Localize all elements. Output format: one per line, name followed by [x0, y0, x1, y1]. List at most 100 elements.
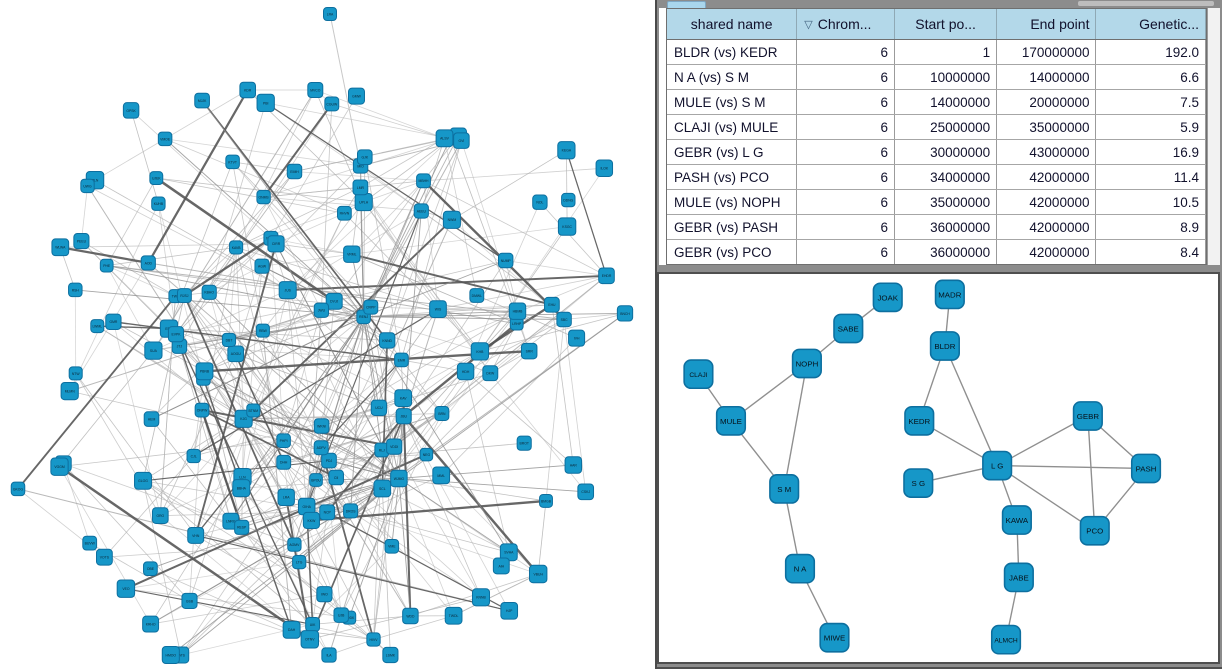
- network-node[interactable]: RESP: [234, 519, 250, 535]
- column-header-0[interactable]: shared name: [667, 9, 798, 40]
- network-node[interactable]: LTG: [292, 555, 307, 570]
- column-header-3[interactable]: End point: [996, 9, 1097, 40]
- network-node[interactable]: KBHO: [201, 284, 217, 300]
- table-row[interactable]: MULE (vs) NOPH 6 35000000 42000000 10.5: [667, 189, 1206, 215]
- network-node[interactable]: GKOG: [10, 481, 26, 497]
- network-node[interactable]: DKW: [482, 365, 499, 382]
- node-PASH[interactable]: PASH: [1130, 453, 1162, 484]
- table-row[interactable]: GEBR (vs) PCO 6 36000000 42000000 8.4: [667, 239, 1206, 264]
- network-node[interactable]: MJJK: [194, 92, 210, 109]
- node-SABE[interactable]: SABE: [833, 313, 864, 344]
- network-node[interactable]: NUMP: [497, 252, 514, 269]
- network-node[interactable]: CRPP: [363, 299, 379, 315]
- network-node[interactable]: VEO: [116, 579, 136, 598]
- network-node[interactable]: VMOE: [157, 131, 173, 147]
- network-node[interactable]: KNNB: [471, 588, 491, 607]
- network-node[interactable]: JWU: [313, 302, 330, 318]
- network-node[interactable]: DDNG: [561, 192, 576, 208]
- node-JABE[interactable]: JABE: [1003, 562, 1034, 593]
- network-node[interactable]: EHU: [544, 296, 560, 313]
- network-node[interactable]: CSKJ: [577, 483, 595, 501]
- node-MULE[interactable]: MULE: [715, 405, 747, 436]
- network-node[interactable]: OBE: [143, 561, 158, 577]
- column-header-1[interactable]: ▽ Chrom...: [796, 9, 895, 40]
- node-ALMCH[interactable]: ALMCH: [990, 624, 1022, 655]
- network-node[interactable]: IVH: [568, 329, 586, 347]
- network-node[interactable]: PHE: [99, 258, 114, 273]
- network-node[interactable]: SCL: [373, 479, 392, 498]
- network-node[interactable]: ADPV: [313, 440, 329, 456]
- network-node[interactable]: AGW: [254, 258, 270, 274]
- network-node[interactable]: UWG: [80, 178, 95, 194]
- network-node[interactable]: OPSK: [122, 102, 140, 119]
- network-node[interactable]: AEEU: [413, 203, 429, 219]
- network-node[interactable]: VME: [384, 539, 400, 554]
- network-node[interactable]: JBU: [395, 408, 412, 425]
- network-node[interactable]: LRA: [277, 488, 295, 506]
- network-node[interactable]: VRML: [343, 245, 361, 263]
- table-row[interactable]: BLDR (vs) KEDR 6 1 170000000 192.0: [667, 39, 1206, 65]
- network-node[interactable]: HIVV: [366, 632, 381, 647]
- network-node[interactable]: HEM: [143, 411, 160, 427]
- network-node[interactable]: KNND: [379, 332, 396, 349]
- column-header-2[interactable]: Start po...: [894, 9, 998, 40]
- network-node[interactable]: KTVT: [225, 154, 240, 170]
- network-node[interactable]: CGUW: [324, 96, 340, 112]
- large-network-canvas[interactable]: LRA CII PBI MJJK HJP MIO KRHO LLN KAVB UJEK MVCO KE…: [0, 0, 655, 669]
- network-node[interactable]: CJL: [186, 448, 201, 464]
- horizontal-scrollbar-thumb[interactable]: [1078, 1, 1214, 6]
- network-node[interactable]: BPOU: [309, 473, 323, 487]
- network-node[interactable]: ALSV: [435, 129, 454, 148]
- node-PCO[interactable]: PCO: [1079, 515, 1110, 546]
- node-NA[interactable]: N A: [784, 553, 816, 584]
- network-node[interactable]: BROT: [516, 435, 532, 451]
- network-node[interactable]: SUA: [144, 341, 163, 360]
- network-node[interactable]: TWDL: [444, 606, 463, 625]
- node-SG[interactable]: S G: [903, 468, 934, 498]
- network-node[interactable]: SBC: [556, 311, 572, 328]
- network-node[interactable]: WDD: [402, 607, 419, 625]
- network-node[interactable]: HDH: [456, 362, 475, 381]
- network-node[interactable]: EHDR: [598, 267, 615, 285]
- network-node[interactable]: AOMV: [287, 537, 302, 552]
- network-node[interactable]: AIH: [492, 557, 510, 575]
- table-row[interactable]: CLAJI (vs) MULE 6 25000000 35000000 5.9: [667, 114, 1206, 140]
- edge-LG-PASH[interactable]: [997, 464, 1147, 470]
- network-node[interactable]: GMW: [348, 87, 365, 105]
- network-node[interactable]: AAR: [564, 456, 583, 474]
- edge-BLDR-LG[interactable]: [944, 345, 998, 466]
- network-node[interactable]: NWM: [442, 210, 461, 229]
- network-node[interactable]: OTNV: [300, 630, 320, 649]
- network-node[interactable]: UPLH: [354, 193, 373, 212]
- node-JOAK[interactable]: JOAK: [872, 282, 903, 313]
- network-node[interactable]: PEEU: [73, 233, 90, 250]
- network-node[interactable]: EIMH: [286, 163, 303, 180]
- network-node[interactable]: GMR: [105, 313, 122, 330]
- network-node[interactable]: DMWL: [469, 288, 485, 303]
- network-node[interactable]: AOGU: [227, 345, 245, 363]
- network-node[interactable]: BBHA: [232, 479, 251, 498]
- network-node[interactable]: LMR: [352, 179, 369, 196]
- network-node[interactable]: ONPW: [194, 402, 210, 418]
- network-node[interactable]: GJK: [357, 149, 373, 165]
- network-node[interactable]: NOL: [532, 194, 548, 210]
- network-node[interactable]: KUHB: [151, 196, 166, 211]
- network-node[interactable]: RJSJ: [176, 288, 192, 304]
- table-row[interactable]: MULE (vs) S M 6 14000000 20000000 7.5: [667, 89, 1206, 115]
- network-node[interactable]: UIK: [305, 616, 321, 632]
- network-node[interactable]: ILOK: [595, 159, 614, 177]
- node-KEDR[interactable]: KEDR: [904, 405, 935, 436]
- network-node[interactable]: DBT: [221, 332, 237, 347]
- network-node[interactable]: IWO: [316, 586, 333, 603]
- network-node[interactable]: WJMO: [390, 469, 408, 488]
- network-node[interactable]: BTNM: [246, 403, 261, 418]
- network-node[interactable]: DHH: [276, 454, 292, 470]
- node-MADR[interactable]: MADR: [934, 279, 965, 310]
- network-node[interactable]: NEG: [419, 447, 434, 462]
- node-NOPH[interactable]: NOPH: [791, 348, 822, 379]
- network-node[interactable]: CII: [328, 469, 344, 486]
- network-node[interactable]: WIS: [429, 300, 447, 318]
- network-node[interactable]: EVPK: [167, 326, 185, 343]
- network-node[interactable]: DROS: [343, 503, 359, 519]
- network-node[interactable]: LSMK: [382, 646, 399, 664]
